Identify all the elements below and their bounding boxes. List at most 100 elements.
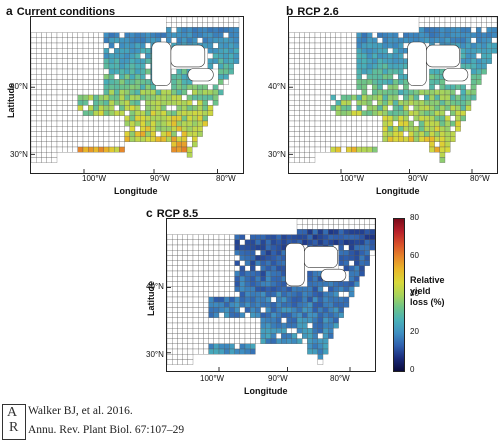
county-cell (218, 89, 224, 96)
county-cell (160, 126, 167, 132)
county-cell (338, 255, 344, 261)
county-cell (239, 338, 246, 344)
county-cell (167, 260, 173, 266)
county-cell (46, 48, 52, 54)
county-cell (398, 105, 404, 111)
lake-outline (285, 242, 305, 287)
county-cell (294, 131, 300, 137)
county-cell (176, 100, 182, 106)
county-cell (387, 58, 394, 64)
citation-journal: Annu. Rev. Plant Biol. 67:107–29 (28, 424, 185, 436)
county-cell (140, 94, 146, 101)
county-cell (346, 131, 352, 137)
county-cell (340, 58, 347, 64)
county-cell (177, 239, 183, 246)
county-cell (296, 234, 303, 240)
county-cell (413, 131, 420, 137)
county-cell (82, 53, 89, 59)
county-cell (119, 32, 125, 38)
county-cell (491, 22, 497, 28)
county-cell (51, 42, 58, 49)
county-cell (167, 354, 173, 360)
county-cell (88, 63, 94, 70)
county-cell (82, 110, 89, 116)
county-cell (140, 53, 146, 59)
county-cell (250, 265, 256, 272)
county-cell (296, 333, 303, 339)
county-cell (192, 260, 199, 266)
county-cell (260, 239, 266, 246)
county-cell (470, 27, 477, 33)
county-cell (145, 32, 151, 38)
county-cell (382, 37, 388, 44)
county-cell (145, 126, 151, 132)
county-cell (202, 115, 208, 122)
county-cell (372, 79, 378, 85)
county-cell (103, 63, 110, 70)
county-cell (369, 224, 375, 230)
county-cell (429, 84, 435, 90)
county-cell (322, 312, 329, 318)
county-cell (140, 48, 146, 54)
county-cell (155, 100, 162, 106)
county-cell (228, 17, 234, 23)
citation-authors: Walker BJ, et al. 2016. (28, 405, 133, 417)
county-cell (229, 260, 235, 266)
county-cell (229, 312, 235, 318)
county-cell (351, 84, 357, 90)
county-cell (41, 141, 47, 148)
county-cell (289, 131, 295, 137)
county-cell (434, 100, 440, 106)
county-cell (361, 100, 368, 106)
county-cell (377, 63, 383, 70)
county-cell (470, 84, 477, 90)
county-cell (41, 58, 47, 64)
county-cell (304, 48, 310, 54)
county-cell (223, 17, 229, 23)
county-cell (392, 68, 399, 75)
county-cell (150, 105, 156, 111)
county-cell (392, 120, 399, 127)
county-cell (392, 84, 399, 90)
county-cell (167, 270, 173, 277)
county-cell (218, 68, 224, 75)
county-cell (307, 307, 313, 313)
county-cell (382, 48, 388, 54)
county-cell (317, 286, 324, 292)
county-cell (77, 94, 84, 101)
county-cell (418, 32, 425, 38)
county-cell (348, 250, 355, 256)
county-cell (171, 27, 177, 33)
county-cell (108, 136, 115, 142)
county-cell (250, 343, 256, 350)
county-cell (307, 312, 313, 318)
county-cell (304, 68, 310, 75)
county-cell (418, 100, 425, 106)
county-cell (335, 136, 342, 142)
county-cell (140, 42, 146, 49)
county-cell (103, 53, 110, 59)
county-cell (322, 322, 329, 329)
county-cell (239, 234, 246, 240)
county-cell (265, 250, 272, 256)
county-cell (372, 105, 378, 111)
county-cell (340, 84, 347, 90)
county-cell (333, 234, 339, 240)
county-cell (346, 105, 352, 111)
county-cell (270, 250, 277, 256)
county-cell (299, 152, 305, 158)
county-cell (307, 317, 313, 324)
county-cell (392, 79, 399, 85)
county-cell (203, 265, 209, 272)
county-cell (98, 37, 104, 44)
county-cell (354, 250, 360, 256)
county-cell (330, 105, 336, 111)
county-cell (67, 100, 73, 106)
county-cell (286, 307, 292, 313)
county-cell (359, 229, 365, 235)
county-cell (444, 115, 451, 122)
county-cell (176, 84, 182, 90)
county-cell (309, 110, 316, 116)
county-cell (322, 328, 329, 334)
county-cell (294, 126, 300, 132)
